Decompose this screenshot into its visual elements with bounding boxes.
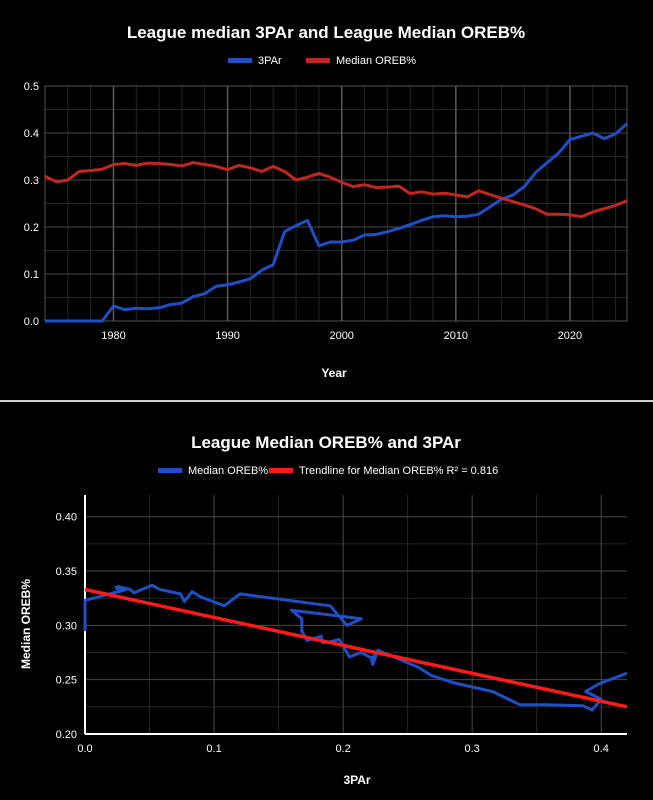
chart-title: League Median OREB% and 3PAr bbox=[191, 433, 461, 452]
x-axis-label: 3PAr bbox=[343, 773, 370, 787]
x-tick-label: 0.3 bbox=[464, 743, 479, 755]
legend-label: Median OREB% bbox=[188, 465, 268, 477]
legend-label: Trendline for Median OREB% R² = 0.816 bbox=[299, 465, 498, 477]
series-lines bbox=[44, 122, 629, 323]
y-tick-label: 0.20 bbox=[56, 729, 77, 741]
y-tick-label: 0.1 bbox=[24, 269, 39, 281]
x-tick-label: 0.0 bbox=[77, 743, 92, 755]
x-tick-label: 2020 bbox=[558, 330, 582, 342]
legend: 3PAr Median OREB% bbox=[228, 55, 416, 67]
y-tick-label: 0.5 bbox=[24, 81, 39, 93]
scatter-chart: League Median OREB% and 3PAr Median OREB… bbox=[19, 433, 628, 787]
legend-swatch bbox=[306, 58, 330, 63]
legend-swatch bbox=[228, 58, 252, 63]
trendline bbox=[84, 587, 628, 709]
gridlines bbox=[84, 495, 627, 735]
series-line bbox=[83, 583, 628, 712]
legend-swatch bbox=[158, 468, 182, 473]
x-tick-label: 2010 bbox=[444, 330, 468, 342]
series-lines bbox=[83, 583, 628, 712]
plot-border bbox=[44, 85, 628, 322]
y-tick-label: 0.25 bbox=[56, 675, 77, 687]
x-tick-label: 0.2 bbox=[335, 743, 350, 755]
series-line bbox=[44, 161, 628, 219]
legend-label: Median OREB% bbox=[336, 55, 416, 67]
legend-swatch bbox=[269, 468, 293, 473]
y-tick-label: 0.0 bbox=[24, 316, 39, 328]
y-tick-label: 0.40 bbox=[56, 512, 77, 524]
y-tick-label: 0.3 bbox=[24, 175, 39, 187]
chart-panel-bottom: League Median OREB% and 3PAr Median OREB… bbox=[0, 400, 653, 800]
y-tick-label: 0.35 bbox=[56, 566, 77, 578]
legend: Median OREB% Trendline for Median OREB% R… bbox=[158, 465, 498, 477]
gridlines bbox=[44, 85, 628, 322]
series-line bbox=[45, 122, 629, 323]
x-tick-label: 1990 bbox=[215, 330, 239, 342]
x-tick-label: 2000 bbox=[329, 330, 353, 342]
x-axis-label: Year bbox=[321, 366, 347, 380]
y-tick-label: 0.30 bbox=[56, 620, 77, 632]
chart-title: League median 3PAr and League Median ORE… bbox=[127, 23, 525, 42]
x-tick-label: 0.4 bbox=[594, 743, 609, 755]
y-tick-label: 0.2 bbox=[24, 222, 39, 234]
line-chart: League median 3PAr and League Median ORE… bbox=[24, 23, 629, 380]
tick-labels: 0.0 0.1 0.2 0.3 0.4 0.5 1980 1990 2000 2010 2020 bbox=[24, 81, 582, 342]
y-tick-label: 0.4 bbox=[24, 128, 39, 140]
tick-labels: 0.20 0.25 0.30 0.35 0.40 0.0 0.1 0.2 0.3 0.4 bbox=[56, 512, 609, 755]
chart-panel-top: League median 3PAr and League Median ORE… bbox=[23, 23, 629, 380]
y-axis-label: Median OREB% bbox=[19, 579, 33, 669]
legend-label: 3PAr bbox=[258, 55, 282, 67]
x-tick-label: 0.1 bbox=[206, 743, 221, 755]
x-tick-label: 1980 bbox=[101, 330, 125, 342]
